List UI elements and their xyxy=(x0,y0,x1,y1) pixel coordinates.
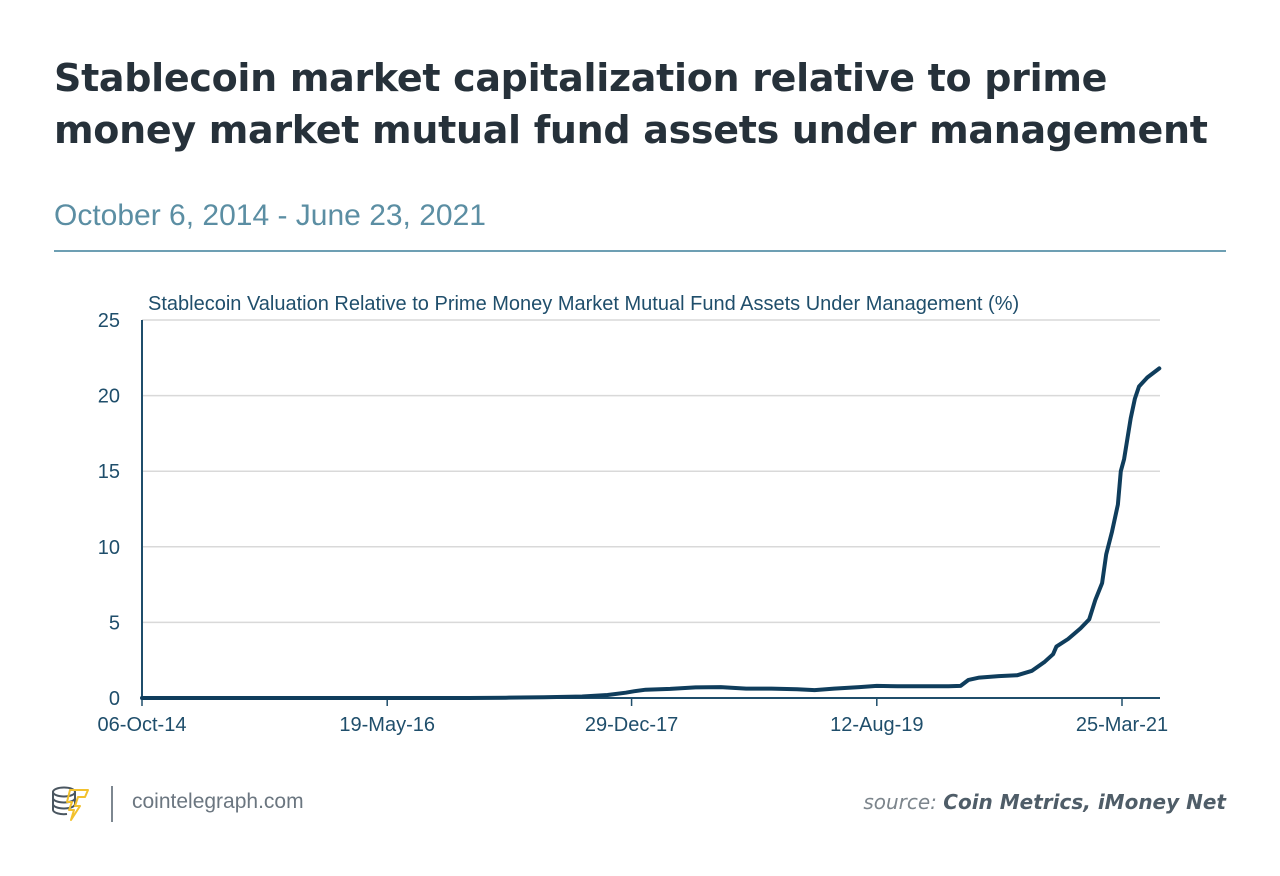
footer-separator xyxy=(111,786,113,822)
source-label: source: xyxy=(863,790,937,814)
y-tick-label: 25 xyxy=(98,310,120,332)
x-tick-label: 29-Dec-17 xyxy=(585,714,678,736)
x-tick-label: 19-May-16 xyxy=(339,714,435,736)
series-line xyxy=(140,366,1162,700)
page-title: Stablecoin market capitalization relativ… xyxy=(54,56,1208,152)
y-tick-label: 15 xyxy=(98,461,120,483)
x-tick-label: 12-Aug-19 xyxy=(830,714,923,736)
y-tick-label: 5 xyxy=(109,612,120,634)
source-credit: source: Coin Metrics, iMoney Net xyxy=(863,790,1226,814)
x-axis-ticks: 06-Oct-14 19-May-16 29-Dec-17 12-Aug-19 25-M… xyxy=(98,698,1168,736)
y-tick-label: 0 xyxy=(109,688,120,710)
header-divider xyxy=(54,250,1226,252)
date-range-subtitle: October 6, 2014 - June 23, 2021 xyxy=(54,199,486,232)
y-axis-ticks: 0 5 10 15 20 25 xyxy=(98,310,120,710)
site-link[interactable]: cointelegraph.com xyxy=(132,790,304,813)
x-tick-label: 25-Mar-21 xyxy=(1076,714,1168,736)
cointelegraph-logo-icon xyxy=(52,786,89,821)
chart-title: Stablecoin Valuation Relative to Prime M… xyxy=(148,293,1019,315)
y-tick-label: 20 xyxy=(98,386,120,408)
y-tick-label: 10 xyxy=(98,537,120,559)
x-tick-label: 06-Oct-14 xyxy=(98,714,187,736)
gridlines xyxy=(142,319,1160,624)
source-names: Coin Metrics, iMoney Net xyxy=(943,790,1226,814)
